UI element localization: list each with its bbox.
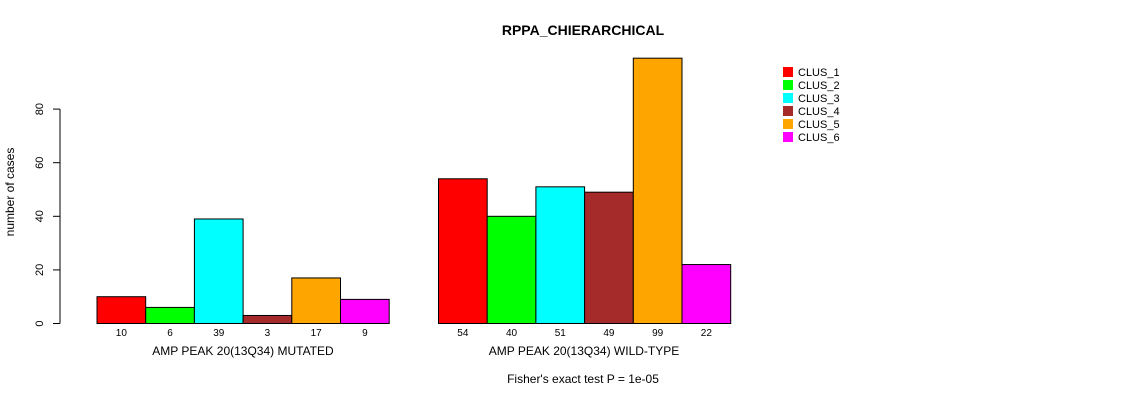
legend-item: CLUS_6 xyxy=(783,132,840,144)
legend-label: CLUS_2 xyxy=(798,80,840,92)
x-group-label: AMP PEAK 20(13Q34) WILD-TYPE xyxy=(489,344,680,358)
legend-item: CLUS_3 xyxy=(783,93,840,105)
legend-swatch xyxy=(783,80,793,90)
bar-clus-2 xyxy=(486,215,537,324)
fisher-test-footnote: Fisher's exact test P = 1e-05 xyxy=(507,372,659,386)
bar-count-label: 9 xyxy=(362,328,368,339)
bar-count-label: 6 xyxy=(167,328,173,339)
legend-swatch xyxy=(783,93,793,103)
legend-item: CLUS_2 xyxy=(783,80,840,92)
bar-count-label: 51 xyxy=(555,328,567,339)
bar-clus-3 xyxy=(535,186,586,324)
bar-count-label: 39 xyxy=(213,328,225,339)
y-tick-label: 20 xyxy=(34,264,46,276)
bar-clus-4 xyxy=(584,191,634,324)
bar-count-label: 17 xyxy=(311,328,323,339)
bar-group: 10 6 39 3 17 9 AMP PEAK 20(13Q34) MUTATED xyxy=(96,218,390,358)
bar-count-label: 49 xyxy=(603,328,615,339)
bar-clus-6 xyxy=(340,298,390,325)
bar-count-label: 22 xyxy=(701,328,713,339)
y-tick-label: 0 xyxy=(34,320,46,326)
legend-swatch xyxy=(783,67,793,77)
legend-swatch xyxy=(783,119,793,129)
y-tick-label: 40 xyxy=(34,210,46,222)
bar-group: 54 40 51 49 99 22 AMP PEAK 20(13Q34) WILD-TYPE xyxy=(438,57,732,358)
x-group-label: AMP PEAK 20(13Q34) MUTATED xyxy=(152,344,334,358)
legend-item: CLUS_1 xyxy=(783,67,840,79)
chart-title: RPPA_CHIERARCHICAL xyxy=(502,22,665,38)
bar-count-label: 54 xyxy=(457,328,469,339)
y-axis: 0 20 40 60 80 xyxy=(34,103,61,327)
bar-clus-3 xyxy=(193,218,244,324)
legend-swatch xyxy=(783,106,793,116)
bar-count-label: 10 xyxy=(116,328,128,339)
bar-clus-1 xyxy=(438,178,488,324)
legend-item: CLUS_5 xyxy=(783,119,840,131)
bar-clus-1 xyxy=(96,296,147,325)
y-tick-label: 80 xyxy=(34,103,46,115)
y-tick-label: 60 xyxy=(34,157,46,169)
bar-clus-6 xyxy=(681,264,732,325)
legend-label: CLUS_6 xyxy=(798,132,840,144)
bar-count-label: 99 xyxy=(652,328,664,339)
legend-swatch xyxy=(783,132,793,142)
legend-item: CLUS_4 xyxy=(783,106,840,118)
bar-clus-2 xyxy=(145,306,195,325)
bar-count-label: 40 xyxy=(506,328,518,339)
legend-label: CLUS_1 xyxy=(798,67,840,79)
bar-count-label: 3 xyxy=(265,328,271,339)
legend-label: CLUS_4 xyxy=(798,106,840,118)
bar-clus-4 xyxy=(242,314,293,324)
y-axis-label: number of cases xyxy=(3,148,17,237)
legend-label: CLUS_3 xyxy=(798,93,840,105)
bar-clus-5 xyxy=(632,57,683,325)
bar-clus-5 xyxy=(291,277,341,325)
legend-label: CLUS_5 xyxy=(798,119,840,131)
